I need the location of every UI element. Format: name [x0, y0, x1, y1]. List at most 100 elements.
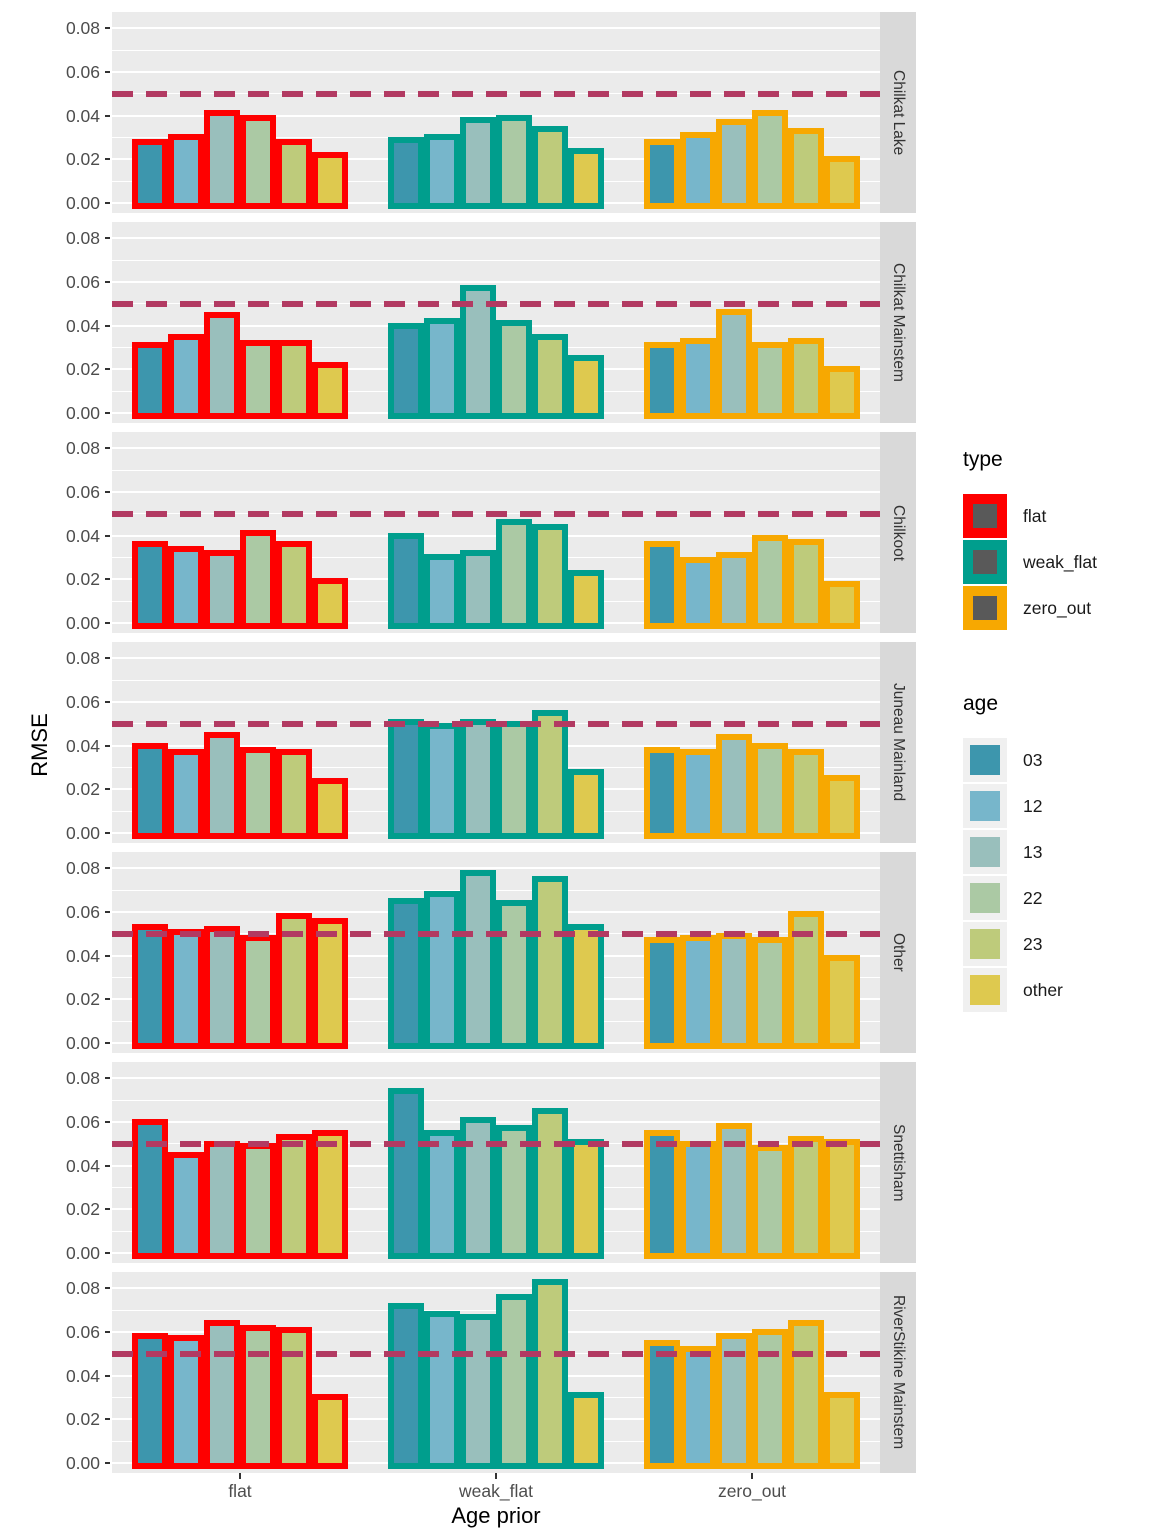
bar	[460, 285, 496, 419]
facet-row: Chilkat Lake 0.08 0.06 0.04 0.02 0.00	[66, 12, 916, 213]
bar	[568, 924, 604, 1049]
facet-strip-label: Juneau Mainland	[890, 683, 907, 802]
bar	[788, 749, 824, 839]
y-tick-label: 0.06	[65, 481, 100, 502]
y-tick-label: 0.04	[65, 105, 100, 126]
x-tick-label: flat	[228, 1481, 252, 1501]
legend-entry-label: 03	[1023, 749, 1043, 770]
x-tick-mark	[239, 1473, 241, 1479]
bar	[460, 718, 496, 839]
x-axis-title: Age prior	[451, 1503, 541, 1528]
legend-entry-03: 03	[963, 738, 1143, 782]
y-tick-label: 0.04	[65, 315, 100, 336]
bar	[460, 1116, 496, 1259]
legend-entry-label: zero_out	[1023, 597, 1092, 618]
bar	[752, 110, 788, 209]
major-gridline	[112, 657, 880, 660]
facet-strip: Juneau Mainland	[880, 642, 916, 843]
legend-key-swatch	[970, 791, 1000, 821]
bar	[240, 1142, 276, 1259]
bar	[424, 134, 460, 209]
facet-row: Chilkat Mainstem 0.08 0.06 0.04 0.02 0.00	[66, 222, 916, 423]
major-gridline	[112, 1120, 880, 1123]
y-tick-mark	[105, 578, 110, 581]
bar	[312, 361, 348, 419]
y-tick-label: 0.04	[65, 735, 100, 756]
bar	[568, 147, 604, 209]
x-tick-mark	[751, 1473, 753, 1479]
minor-gridline	[112, 49, 880, 51]
y-tick-mark	[105, 202, 110, 204]
legend-key-22-icon	[963, 876, 1007, 920]
major-gridline	[112, 867, 880, 870]
y-tick-mark	[105, 1042, 110, 1044]
y-tick-label: 0.04	[65, 1365, 100, 1386]
bar	[240, 530, 276, 629]
y-tick-label: 0.08	[65, 858, 100, 879]
facet-row: Juneau Mainland 0.08 0.06 0.04 0.02 0.00	[66, 642, 916, 843]
y-tick-mark	[105, 1462, 110, 1464]
legend-entry-other: other	[963, 968, 1143, 1012]
y-tick-mark	[105, 368, 110, 371]
bar	[752, 742, 788, 839]
y-tick-label: 0.04	[65, 525, 100, 546]
bar	[568, 1138, 604, 1259]
bar	[824, 1392, 860, 1469]
bar	[680, 556, 716, 629]
bar	[168, 333, 204, 419]
bar	[388, 322, 424, 419]
bar	[424, 891, 460, 1049]
bar	[788, 539, 824, 629]
y-tick-mark	[105, 910, 110, 913]
y-tick-label: 0.08	[65, 18, 100, 39]
y-tick-label: 0.06	[65, 901, 100, 922]
legend-group-type: type flat weak_flat zero_out	[963, 448, 1143, 630]
facet-strip-label: Chilkat Lake	[890, 69, 907, 156]
bar	[644, 1339, 680, 1469]
y-tick-label: 0.02	[65, 569, 100, 590]
legend-key-other-icon	[963, 968, 1007, 1012]
bar	[532, 876, 568, 1049]
bar	[644, 138, 680, 209]
bar	[276, 138, 312, 209]
facet-panel	[112, 852, 880, 1053]
bar	[568, 355, 604, 419]
bar	[204, 311, 240, 419]
y-tick-mark	[105, 1077, 110, 1080]
y-tick-mark	[105, 700, 110, 703]
facet-panel	[112, 12, 880, 213]
bar	[460, 869, 496, 1049]
y-tick-mark	[105, 1164, 110, 1167]
legend-entry-label: 12	[1023, 795, 1043, 816]
reference-line	[112, 720, 880, 727]
legend-entry-label: flat	[1023, 505, 1047, 526]
y-tick-label: 0.04	[65, 945, 100, 966]
y-tick-label: 0.08	[65, 1068, 100, 1089]
bar	[312, 1394, 348, 1469]
major-gridline	[112, 447, 880, 450]
y-tick-mark	[105, 27, 110, 30]
y-tick-mark	[105, 280, 110, 283]
facet-strip: RiverStikine Mainstem	[880, 1272, 916, 1473]
y-tick-mark	[105, 1418, 110, 1421]
bar	[788, 1136, 824, 1259]
bar	[388, 532, 424, 629]
legend-entry-23: 23	[963, 922, 1143, 966]
bar	[204, 110, 240, 209]
bar	[788, 127, 824, 209]
y-tick-label: 0.00	[65, 823, 100, 843]
reference-line	[112, 1140, 880, 1147]
bar	[680, 337, 716, 419]
y-tick-label: 0.08	[65, 228, 100, 249]
bar	[204, 550, 240, 629]
bar	[532, 709, 568, 839]
bar	[496, 320, 532, 419]
legend-entry-22: 22	[963, 876, 1143, 920]
legend-entry-label: weak_flat	[1023, 551, 1097, 572]
bar	[496, 900, 532, 1049]
y-tick-label: 0.02	[65, 1199, 100, 1220]
legend-key-13-icon	[963, 830, 1007, 874]
reference-line	[112, 1350, 880, 1357]
legend-key-03-icon	[963, 738, 1007, 782]
